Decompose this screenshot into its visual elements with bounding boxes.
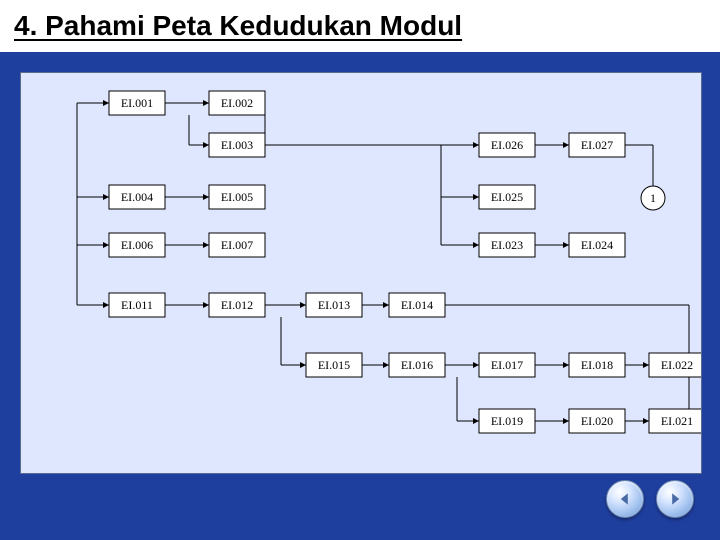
node-ei019: EI.019 [479, 409, 535, 433]
node-label: EI.025 [491, 190, 523, 204]
node-label: EI.014 [401, 298, 433, 312]
node-label: EI.017 [491, 358, 523, 372]
node-label: EI.022 [661, 358, 693, 372]
connector-label: 1 [650, 191, 656, 205]
next-button[interactable] [656, 480, 694, 518]
node-ei007: EI.007 [209, 233, 265, 257]
node-label: EI.021 [661, 414, 693, 428]
node-label: EI.002 [221, 96, 253, 110]
node-ei018: EI.018 [569, 353, 625, 377]
node-label: EI.004 [121, 190, 153, 204]
node-label: EI.011 [121, 298, 153, 312]
node-label: EI.006 [121, 238, 153, 252]
node-ei003: EI.003 [209, 133, 265, 157]
node-label: EI.019 [491, 414, 523, 428]
node-label: EI.023 [491, 238, 523, 252]
node-label: EI.007 [221, 238, 253, 252]
node-ei020: EI.020 [569, 409, 625, 433]
node-ei021: EI.021 [649, 409, 701, 433]
node-label: EI.016 [401, 358, 433, 372]
node-ei005: EI.005 [209, 185, 265, 209]
node-ei015: EI.015 [306, 353, 362, 377]
node-ei006: EI.006 [109, 233, 165, 257]
node-label: EI.001 [121, 96, 153, 110]
diagram-svg: EI.001 EI.002 EI.003 EI.026 EI.027 EI.004 EI.0… [21, 73, 701, 473]
node-label: EI.003 [221, 138, 253, 152]
node-ei022: EI.022 [649, 353, 701, 377]
triangle-right-icon [668, 492, 682, 506]
node-ei002: EI.002 [209, 91, 265, 115]
node-label: EI.018 [581, 358, 613, 372]
node-ei016: EI.016 [389, 353, 445, 377]
node-label: EI.024 [581, 238, 613, 252]
node-ei013: EI.013 [306, 293, 362, 317]
diagram-area: EI.001 EI.002 EI.003 EI.026 EI.027 EI.004 EI.0… [20, 72, 702, 474]
node-ei011: EI.011 [109, 293, 165, 317]
node-ei014: EI.014 [389, 293, 445, 317]
node-ei026: EI.026 [479, 133, 535, 157]
node-ei012: EI.012 [209, 293, 265, 317]
node-label: EI.015 [318, 358, 350, 372]
node-label: EI.027 [581, 138, 613, 152]
page-title: 4. Pahami Peta Kedudukan Modul [14, 10, 462, 42]
node-ei023: EI.023 [479, 233, 535, 257]
node-ei001: EI.001 [109, 91, 165, 115]
node-label: EI.013 [318, 298, 350, 312]
prev-button[interactable] [606, 480, 644, 518]
node-label: EI.020 [581, 414, 613, 428]
triangle-left-icon [618, 492, 632, 506]
node-ei025: EI.025 [479, 185, 535, 209]
node-label: EI.012 [221, 298, 253, 312]
slide: 4. Pahami Peta Kedudukan Modul EI.001EI.… [0, 0, 720, 540]
node-ei024: EI.024 [569, 233, 625, 257]
node-ei004: EI.004 [109, 185, 165, 209]
node-ei027: EI.027 [569, 133, 625, 157]
node-ei017: EI.017 [479, 353, 535, 377]
node-label: EI.026 [491, 138, 523, 152]
title-bar: 4. Pahami Peta Kedudukan Modul [0, 0, 720, 52]
node-label: EI.005 [221, 190, 253, 204]
